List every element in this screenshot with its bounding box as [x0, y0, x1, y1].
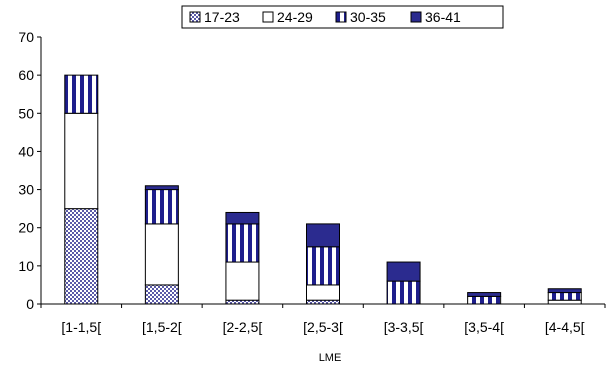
bar-segment-36-41: [386, 261, 421, 282]
category-label: [4-4,5[: [545, 319, 585, 335]
category-label: [3-3,5[: [384, 319, 424, 335]
legend-swatch: [410, 11, 422, 23]
bar-segment-30-35: [547, 292, 582, 301]
x-axis-label: LME: [319, 352, 342, 364]
plot-area: 0 10 20 30 40 50 60 70 [1-1,5[ [1,5-2[ [2-2,5[ [2,5…: [18, 29, 606, 335]
category-label: [2-2,5[: [223, 319, 263, 335]
y-tick-label: 50: [18, 105, 34, 121]
legend-swatch: [262, 11, 274, 23]
legend-label: 36-41: [425, 9, 461, 25]
legend: 17-23 24-29 30-35 36-41: [181, 5, 504, 29]
bar-segment-24-29: [225, 261, 260, 301]
legend-label: 17-23: [204, 9, 240, 25]
y-tick-label: 10: [18, 258, 34, 274]
bar-segment-36-41: [144, 185, 179, 191]
category-label: [3,5-4[: [464, 319, 504, 335]
y-tick-label: 60: [18, 67, 34, 83]
bar-segment-17-23: [64, 208, 99, 305]
legend-label: 24-29: [277, 9, 313, 25]
bar-segment-36-41: [467, 292, 502, 297]
bar-segment-36-41: [547, 288, 582, 294]
bar-segment-30-35: [467, 295, 502, 305]
y-tick-label: 0: [26, 296, 34, 312]
bar-segment-17-23: [144, 284, 179, 305]
bar-segment-24-29: [64, 112, 99, 210]
bar-segment-30-35: [225, 223, 260, 263]
bar-segment-17-23: [306, 299, 340, 305]
y-tick-label: 20: [18, 220, 34, 236]
bar-segment-30-35: [386, 280, 421, 305]
y-tick-label: 70: [18, 29, 34, 45]
legend-swatch: [189, 11, 201, 23]
bar-segment-30-35: [64, 74, 99, 114]
category-label: [1-1,5[: [61, 319, 101, 335]
y-tick-label: 40: [18, 143, 34, 159]
bar-segment-30-35: [306, 246, 340, 286]
bar-segment-24-29: [547, 299, 582, 305]
legend-label: 30-35: [350, 9, 386, 25]
category-label: [1,5-2[: [142, 319, 182, 335]
bar-segment-36-41: [306, 223, 340, 248]
bar-segment-36-41: [225, 211, 260, 225]
y-tick-label: 30: [18, 182, 34, 198]
bar-segment-17-23: [225, 299, 260, 305]
bar-segment-30-35: [144, 189, 179, 225]
category-label: [2,5-3[: [303, 319, 343, 335]
bar-segment-24-29: [306, 284, 340, 301]
legend-swatch: [335, 11, 347, 23]
bar-segment-24-29: [144, 223, 179, 286]
